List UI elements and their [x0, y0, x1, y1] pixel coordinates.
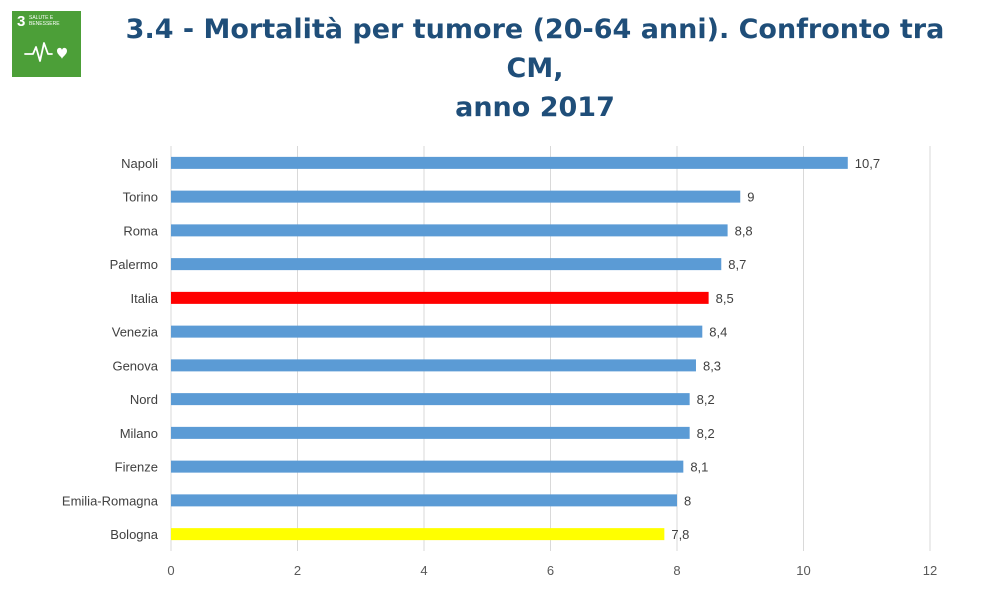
category-label: Venezia [112, 325, 159, 340]
data-label: 8,7 [728, 257, 746, 272]
bar [171, 190, 741, 203]
data-label: 8,1 [690, 460, 708, 475]
category-label: Roma [123, 223, 158, 238]
category-label: Italia [131, 291, 159, 306]
x-tick-label: 10 [796, 563, 810, 578]
category-label: Firenze [115, 460, 158, 475]
bar [171, 291, 709, 304]
x-tick-label: 2 [294, 563, 301, 578]
category-label: Palermo [110, 257, 158, 272]
bar [171, 156, 848, 169]
bar [171, 393, 690, 406]
page-title-line-1: 3.4 - Mortalità per tumore (20-64 anni).… [125, 14, 945, 84]
category-label: Genova [112, 358, 158, 373]
data-label: 8 [684, 493, 691, 508]
data-label: 9 [747, 190, 754, 205]
bar [171, 528, 665, 541]
page-title: 3.4 - Mortalità per tumore (20-64 anni).… [95, 10, 975, 127]
bar [171, 258, 722, 271]
category-label: Milano [120, 426, 158, 441]
data-label: 8,5 [716, 291, 734, 306]
data-label: 8,8 [735, 223, 753, 238]
heartbeat-icon [24, 42, 67, 62]
category-label: Bologna [110, 527, 158, 542]
bar [171, 460, 684, 473]
x-tick-label: 6 [547, 563, 554, 578]
data-label: 8,2 [697, 426, 715, 441]
sdg-goal-3-logo: 3 SALUTE E BENESSERE [12, 11, 81, 77]
bar [171, 494, 677, 507]
x-tick-label: 0 [167, 563, 174, 578]
category-label: Torino [123, 190, 158, 205]
x-tick-label: 12 [923, 563, 937, 578]
data-label: 8,3 [703, 358, 721, 373]
category-label: Emilia-Romagna [62, 493, 159, 508]
page-title-line-2: anno 2017 [455, 92, 615, 123]
category-label: Napoli [121, 156, 158, 171]
bar [171, 325, 703, 338]
data-label: 8,2 [697, 392, 715, 407]
bar [171, 426, 690, 439]
data-label: 8,4 [709, 325, 727, 340]
x-tick-label: 4 [420, 563, 427, 578]
sdg-number: 3 [17, 13, 26, 30]
sdg-label: SALUTE E BENESSERE [29, 15, 60, 27]
data-label: 10,7 [855, 156, 880, 171]
data-label: 7,8 [671, 527, 689, 542]
bar [171, 224, 728, 237]
bar [171, 359, 696, 372]
x-tick-label: 8 [673, 563, 680, 578]
category-label: Nord [130, 392, 158, 407]
